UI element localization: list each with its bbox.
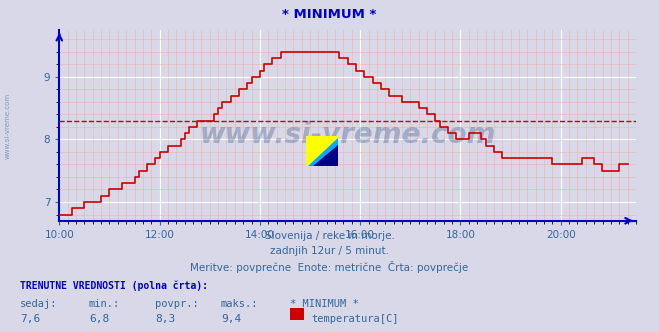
Text: TRENUTNE VREDNOSTI (polna črta):: TRENUTNE VREDNOSTI (polna črta): xyxy=(20,281,208,291)
Polygon shape xyxy=(306,136,338,166)
Text: povpr.:: povpr.: xyxy=(155,299,198,309)
Text: min.:: min.: xyxy=(89,299,120,309)
Text: 6,8: 6,8 xyxy=(89,314,109,324)
Text: temperatura[C]: temperatura[C] xyxy=(311,314,399,324)
Text: zadnjih 12ur / 5 minut.: zadnjih 12ur / 5 minut. xyxy=(270,246,389,256)
Text: www.si-vreme.com: www.si-vreme.com xyxy=(5,93,11,159)
Text: maks.:: maks.: xyxy=(221,299,258,309)
Text: 8,3: 8,3 xyxy=(155,314,175,324)
Text: sedaj:: sedaj: xyxy=(20,299,57,309)
Text: * MINIMUM *: * MINIMUM * xyxy=(282,8,377,21)
Text: 9,4: 9,4 xyxy=(221,314,241,324)
Text: 7,6: 7,6 xyxy=(20,314,40,324)
Text: * MINIMUM *: * MINIMUM * xyxy=(290,299,358,309)
Polygon shape xyxy=(313,145,338,166)
Text: Slovenija / reke in morje.: Slovenija / reke in morje. xyxy=(264,231,395,241)
Text: Meritve: povprečne  Enote: metrične  Črta: povprečje: Meritve: povprečne Enote: metrične Črta:… xyxy=(190,261,469,273)
Polygon shape xyxy=(306,136,338,166)
Text: www.si-vreme.com: www.si-vreme.com xyxy=(200,121,496,149)
